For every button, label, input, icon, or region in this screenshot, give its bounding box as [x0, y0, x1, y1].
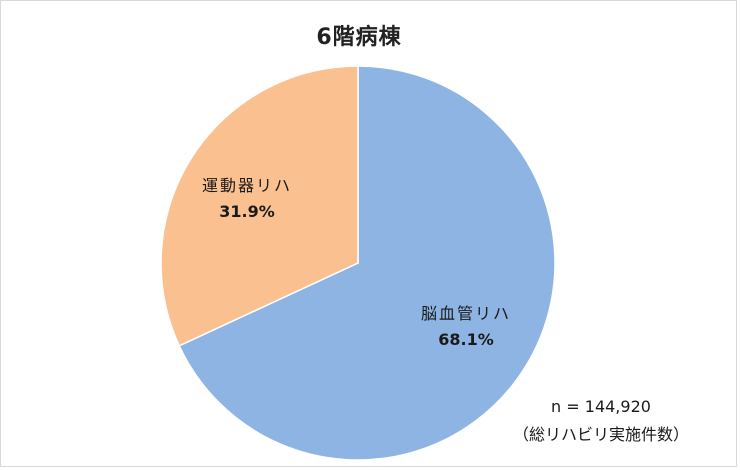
sample-size-description: （総リハビリ実施件数） — [512, 425, 689, 444]
slice-name-musculoskeletal: 運動器リハ — [201, 176, 292, 195]
pie-slice-musculoskeletal — [160, 65, 359, 347]
slice-name-cerebrovascular: 脳血管リハ — [420, 304, 511, 323]
chart-title: 6階病棟 — [316, 25, 402, 50]
sample-size-note: n = 144,920 （総リハビリ実施件数） — [471, 393, 731, 449]
slice-label-musculoskeletal: 運動器リハ 31.9% — [187, 173, 307, 225]
pie-slice-cerebrovascular — [178, 65, 556, 461]
slice-value-musculoskeletal: 31.9% — [219, 202, 275, 221]
slice-value-cerebrovascular: 68.1% — [438, 330, 494, 349]
sample-size: n = 144,920 — [551, 397, 651, 416]
slice-label-cerebrovascular: 脳血管リハ 68.1% — [401, 301, 531, 353]
